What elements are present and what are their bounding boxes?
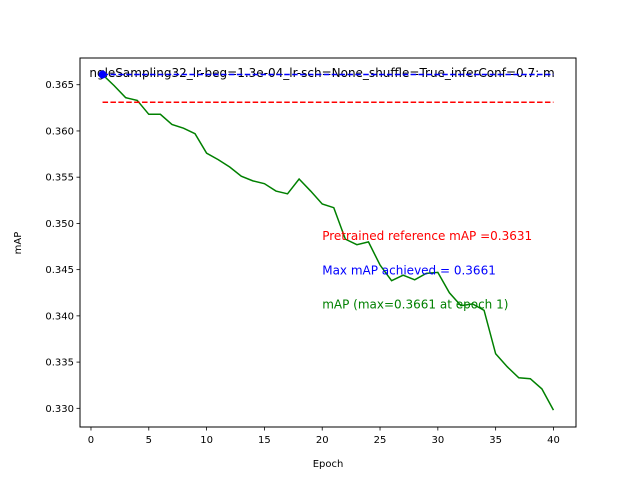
plot-area [98, 70, 555, 411]
y-axis-label: mAP [13, 232, 24, 255]
max-marker-point [98, 70, 107, 79]
y-tick-label: 0.365 [45, 80, 74, 91]
y-tick-label: 0.360 [45, 126, 74, 137]
annotation-text: Max mAP achieved = 0.3661 [322, 263, 496, 277]
x-axis-ticks: 0 5 10 15 20 25 30 35 40 [88, 427, 560, 446]
x-tick-label: 40 [547, 435, 560, 446]
x-tick-label: 30 [431, 435, 444, 446]
y-tick-label: 0.350 [45, 219, 74, 230]
x-tick-label: 35 [489, 435, 502, 446]
chart-title: ngleSampling32_lr-beg=1.3e-04_lr-sch=Non… [89, 66, 554, 80]
y-tick-label: 0.335 [45, 358, 74, 369]
y-tick-label: 0.345 [45, 265, 74, 276]
y-axis-ticks: 0.330 0.335 0.340 0.345 0.350 0.355 0.360 0.365 [45, 80, 80, 415]
series-line-0 [102, 74, 555, 411]
y-tick-label: 0.355 [45, 173, 74, 184]
x-axis-label: Epoch [313, 459, 344, 470]
x-tick-label: 15 [258, 435, 271, 446]
axes-frame [79, 57, 577, 428]
x-tick-label: 10 [200, 435, 213, 446]
y-tick-label: 0.340 [45, 311, 74, 322]
x-tick-label: 0 [88, 435, 94, 446]
annotation-text: Pretrained reference mAP =0.3631 [322, 229, 532, 243]
x-tick-label: 20 [316, 435, 329, 446]
annotation-text: mAP (max=0.3661 at epoch 1) [322, 297, 508, 311]
axes [79, 57, 577, 428]
x-tick-label: 25 [374, 435, 387, 446]
y-tick-label: 0.330 [45, 404, 74, 415]
x-tick-label: 5 [146, 435, 152, 446]
annotations: Pretrained reference mAP =0.3631 Max mAP … [322, 229, 532, 311]
